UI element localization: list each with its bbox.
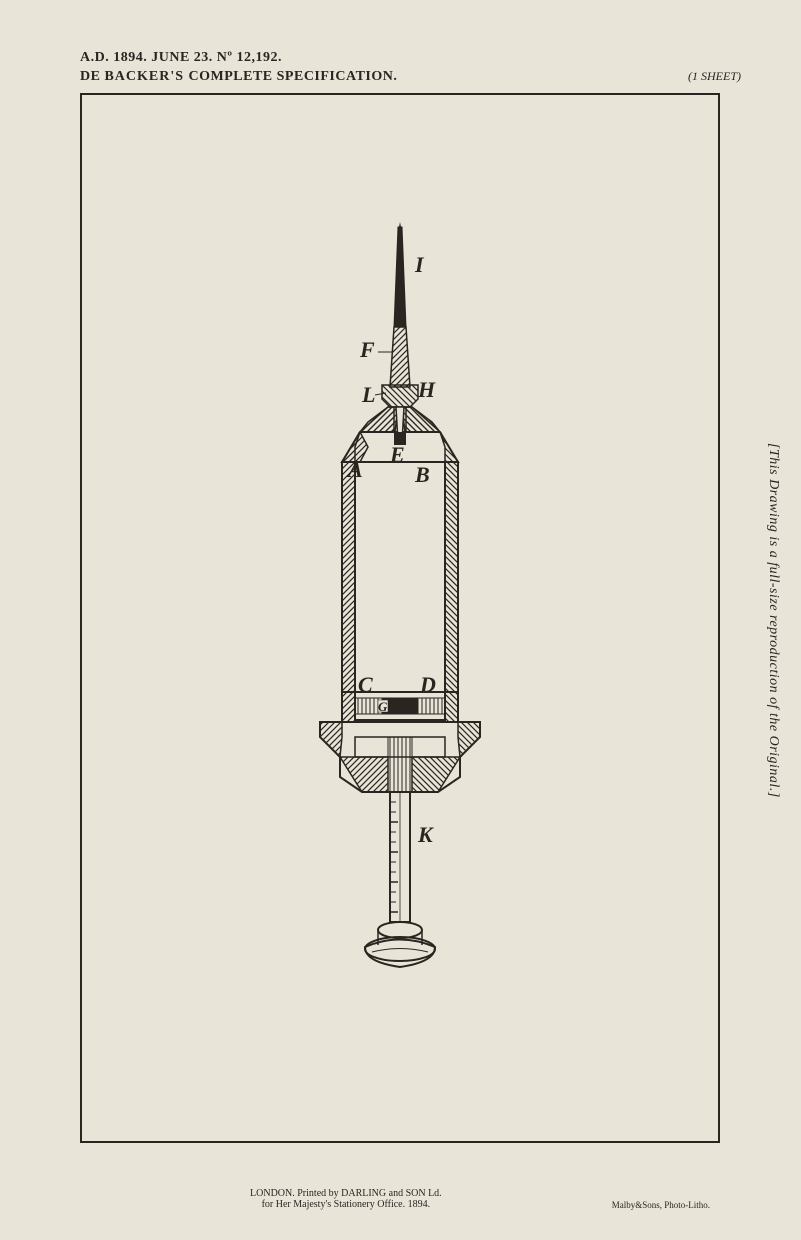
- printer-credit: LONDON. Printed by DARLING and SON Ld. f…: [80, 1188, 612, 1210]
- syringe-diagram: I F L H A E B C D G K: [260, 197, 540, 997]
- label-L: L: [361, 382, 375, 407]
- label-I: I: [414, 252, 425, 277]
- label-H: H: [417, 377, 436, 402]
- reproduction-note: [This Drawing is a full-size reproductio…: [765, 370, 781, 870]
- specification-title: DE BACKER'S COMPLETE SPECIFICATION.: [80, 69, 397, 85]
- label-B: B: [414, 462, 430, 487]
- label-E: E: [389, 442, 405, 467]
- sheet-count: (1 SHEET): [688, 69, 741, 84]
- label-C: C: [358, 672, 373, 697]
- drawing-frame: I F L H A E B C D G K: [80, 93, 720, 1143]
- lithographer-credit: Malby&Sons, Photo-Litho.: [612, 1200, 720, 1210]
- title-line: DE BACKER'S COMPLETE SPECIFICATION. (1 S…: [80, 69, 751, 85]
- label-K: K: [417, 822, 434, 847]
- date-line: A.D. 1894. JUNE 23. Nº 12,192.: [80, 50, 751, 66]
- label-G: G: [378, 699, 388, 714]
- label-F: F: [359, 337, 375, 362]
- label-A: A: [346, 457, 363, 482]
- footer: LONDON. Printed by DARLING and SON Ld. f…: [80, 1188, 720, 1210]
- label-D: D: [419, 672, 436, 697]
- document-header: A.D. 1894. JUNE 23. Nº 12,192. DE BACKER…: [80, 50, 751, 85]
